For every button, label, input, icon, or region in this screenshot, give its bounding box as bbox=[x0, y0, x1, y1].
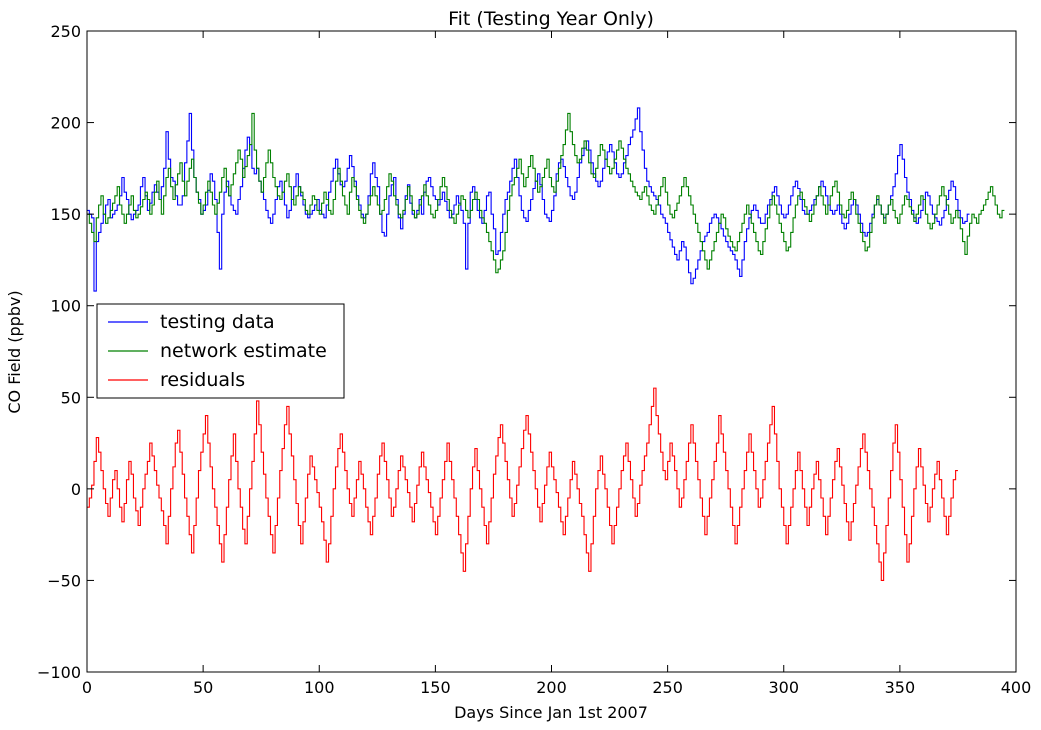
y-tick-label: 150 bbox=[50, 205, 81, 224]
y-tick-label: 0 bbox=[71, 480, 81, 499]
legend-label: network estimate bbox=[160, 340, 327, 362]
y-axis-label: CO Field (ppbv) bbox=[5, 290, 24, 413]
legend-label: residuals bbox=[160, 369, 245, 391]
y-tick-label: 250 bbox=[50, 22, 81, 41]
legend-box bbox=[96, 303, 345, 399]
series-layer bbox=[87, 107, 1005, 581]
y-tick-label: 50 bbox=[61, 388, 81, 407]
x-axis-label: Days Since Jan 1st 2007 bbox=[454, 703, 648, 722]
y-tick-label: −100 bbox=[37, 663, 81, 682]
series-line-1 bbox=[87, 112, 1005, 274]
y-axis: −100 −50 0 50 100 150 200 250 bbox=[37, 22, 1016, 682]
x-tick-label: 300 bbox=[768, 678, 799, 697]
y-tick-label: −50 bbox=[47, 571, 81, 590]
chart-title: Fit (Testing Year Only) bbox=[448, 8, 654, 30]
x-axis: 0 50 100 150 200 250 300 350 400 bbox=[82, 31, 1031, 697]
y-tick-label: 200 bbox=[50, 114, 81, 133]
x-tick-label: 50 bbox=[193, 678, 213, 697]
x-tick-label: 200 bbox=[536, 678, 567, 697]
y-tick-label: 100 bbox=[50, 297, 81, 316]
x-tick-label: 250 bbox=[652, 678, 683, 697]
x-tick-label: 100 bbox=[304, 678, 335, 697]
x-tick-label: 0 bbox=[82, 678, 92, 697]
x-tick-label: 350 bbox=[885, 678, 916, 697]
x-tick-label: 400 bbox=[1001, 678, 1032, 697]
series-line-2 bbox=[87, 387, 958, 581]
legend: testing data network estimate residuals bbox=[96, 303, 345, 399]
legend-label: testing data bbox=[160, 311, 275, 333]
x-tick-label: 150 bbox=[420, 678, 451, 697]
series-line-0 bbox=[87, 107, 970, 292]
